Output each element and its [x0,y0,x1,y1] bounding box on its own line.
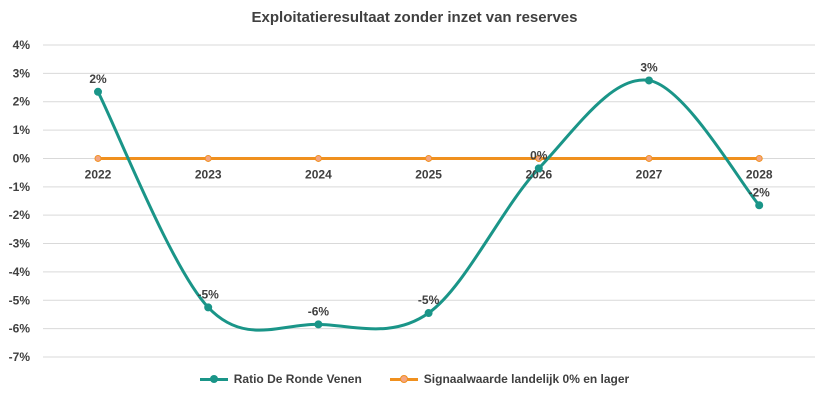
legend-swatch-signaalwaarde [389,374,418,384]
y-tick-label: 1% [13,123,31,137]
data-point-0 [534,164,543,173]
data-label: -5% [198,287,220,301]
legend-dot-signaalwaarde [399,375,408,383]
data-point-1 [94,154,102,162]
data-point-1 [645,154,653,162]
x-tick-label: 2028 [746,167,773,181]
data-point-0 [755,201,764,210]
x-tick-label: 2026 [525,167,552,181]
data-point-1 [755,154,763,162]
x-tick-label: 2022 [85,167,112,181]
y-tick-label: 2% [13,95,31,109]
legend-swatch-ratio [199,374,228,384]
data-point-1 [204,154,212,162]
x-tick-label: 2025 [415,167,442,181]
data-point-0 [424,309,433,318]
data-point-0 [204,303,213,312]
y-tick-label: -4% [9,265,31,279]
legend: Ratio De Ronde Venen Signaalwaarde lande… [0,372,829,386]
y-tick-label: 4% [13,38,31,52]
data-label: 0% [530,148,548,162]
legend-label-ratio: Ratio De Ronde Venen [233,372,362,386]
y-tick-label: 0% [13,151,31,165]
legend-label-signaalwaarde: Signaalwaarde landelijk 0% en lager [423,372,630,386]
y-tick-label: -1% [9,180,31,194]
x-tick-label: 2023 [195,167,222,181]
y-tick-label: -7% [9,350,31,364]
data-point-1 [425,154,433,162]
data-label: 3% [640,60,658,74]
data-point-0 [645,76,653,85]
data-label: -2% [749,185,771,199]
data-point-0 [314,320,323,329]
y-tick-label: -5% [9,293,31,307]
legend-item-ratio: Ratio De Ronde Venen [199,372,362,386]
y-tick-label: -6% [9,322,31,336]
data-point-0 [94,87,102,96]
x-tick-label: 2024 [305,167,332,181]
data-label: -6% [308,304,330,318]
data-point-1 [535,154,543,162]
data-label: 2% [89,72,107,86]
legend-dot-ratio [209,375,218,383]
x-tick-label: 2027 [636,167,663,181]
chart-title: Exploitatieresultaat zonder inzet van re… [251,9,578,26]
data-label: -5% [418,293,440,307]
y-tick-label: 3% [13,66,31,80]
legend-item-signaalwaarde: Signaalwaarde landelijk 0% en lager [389,372,630,386]
data-point-1 [314,154,322,162]
y-tick-label: -2% [9,208,31,222]
y-tick-label: -3% [9,237,31,251]
